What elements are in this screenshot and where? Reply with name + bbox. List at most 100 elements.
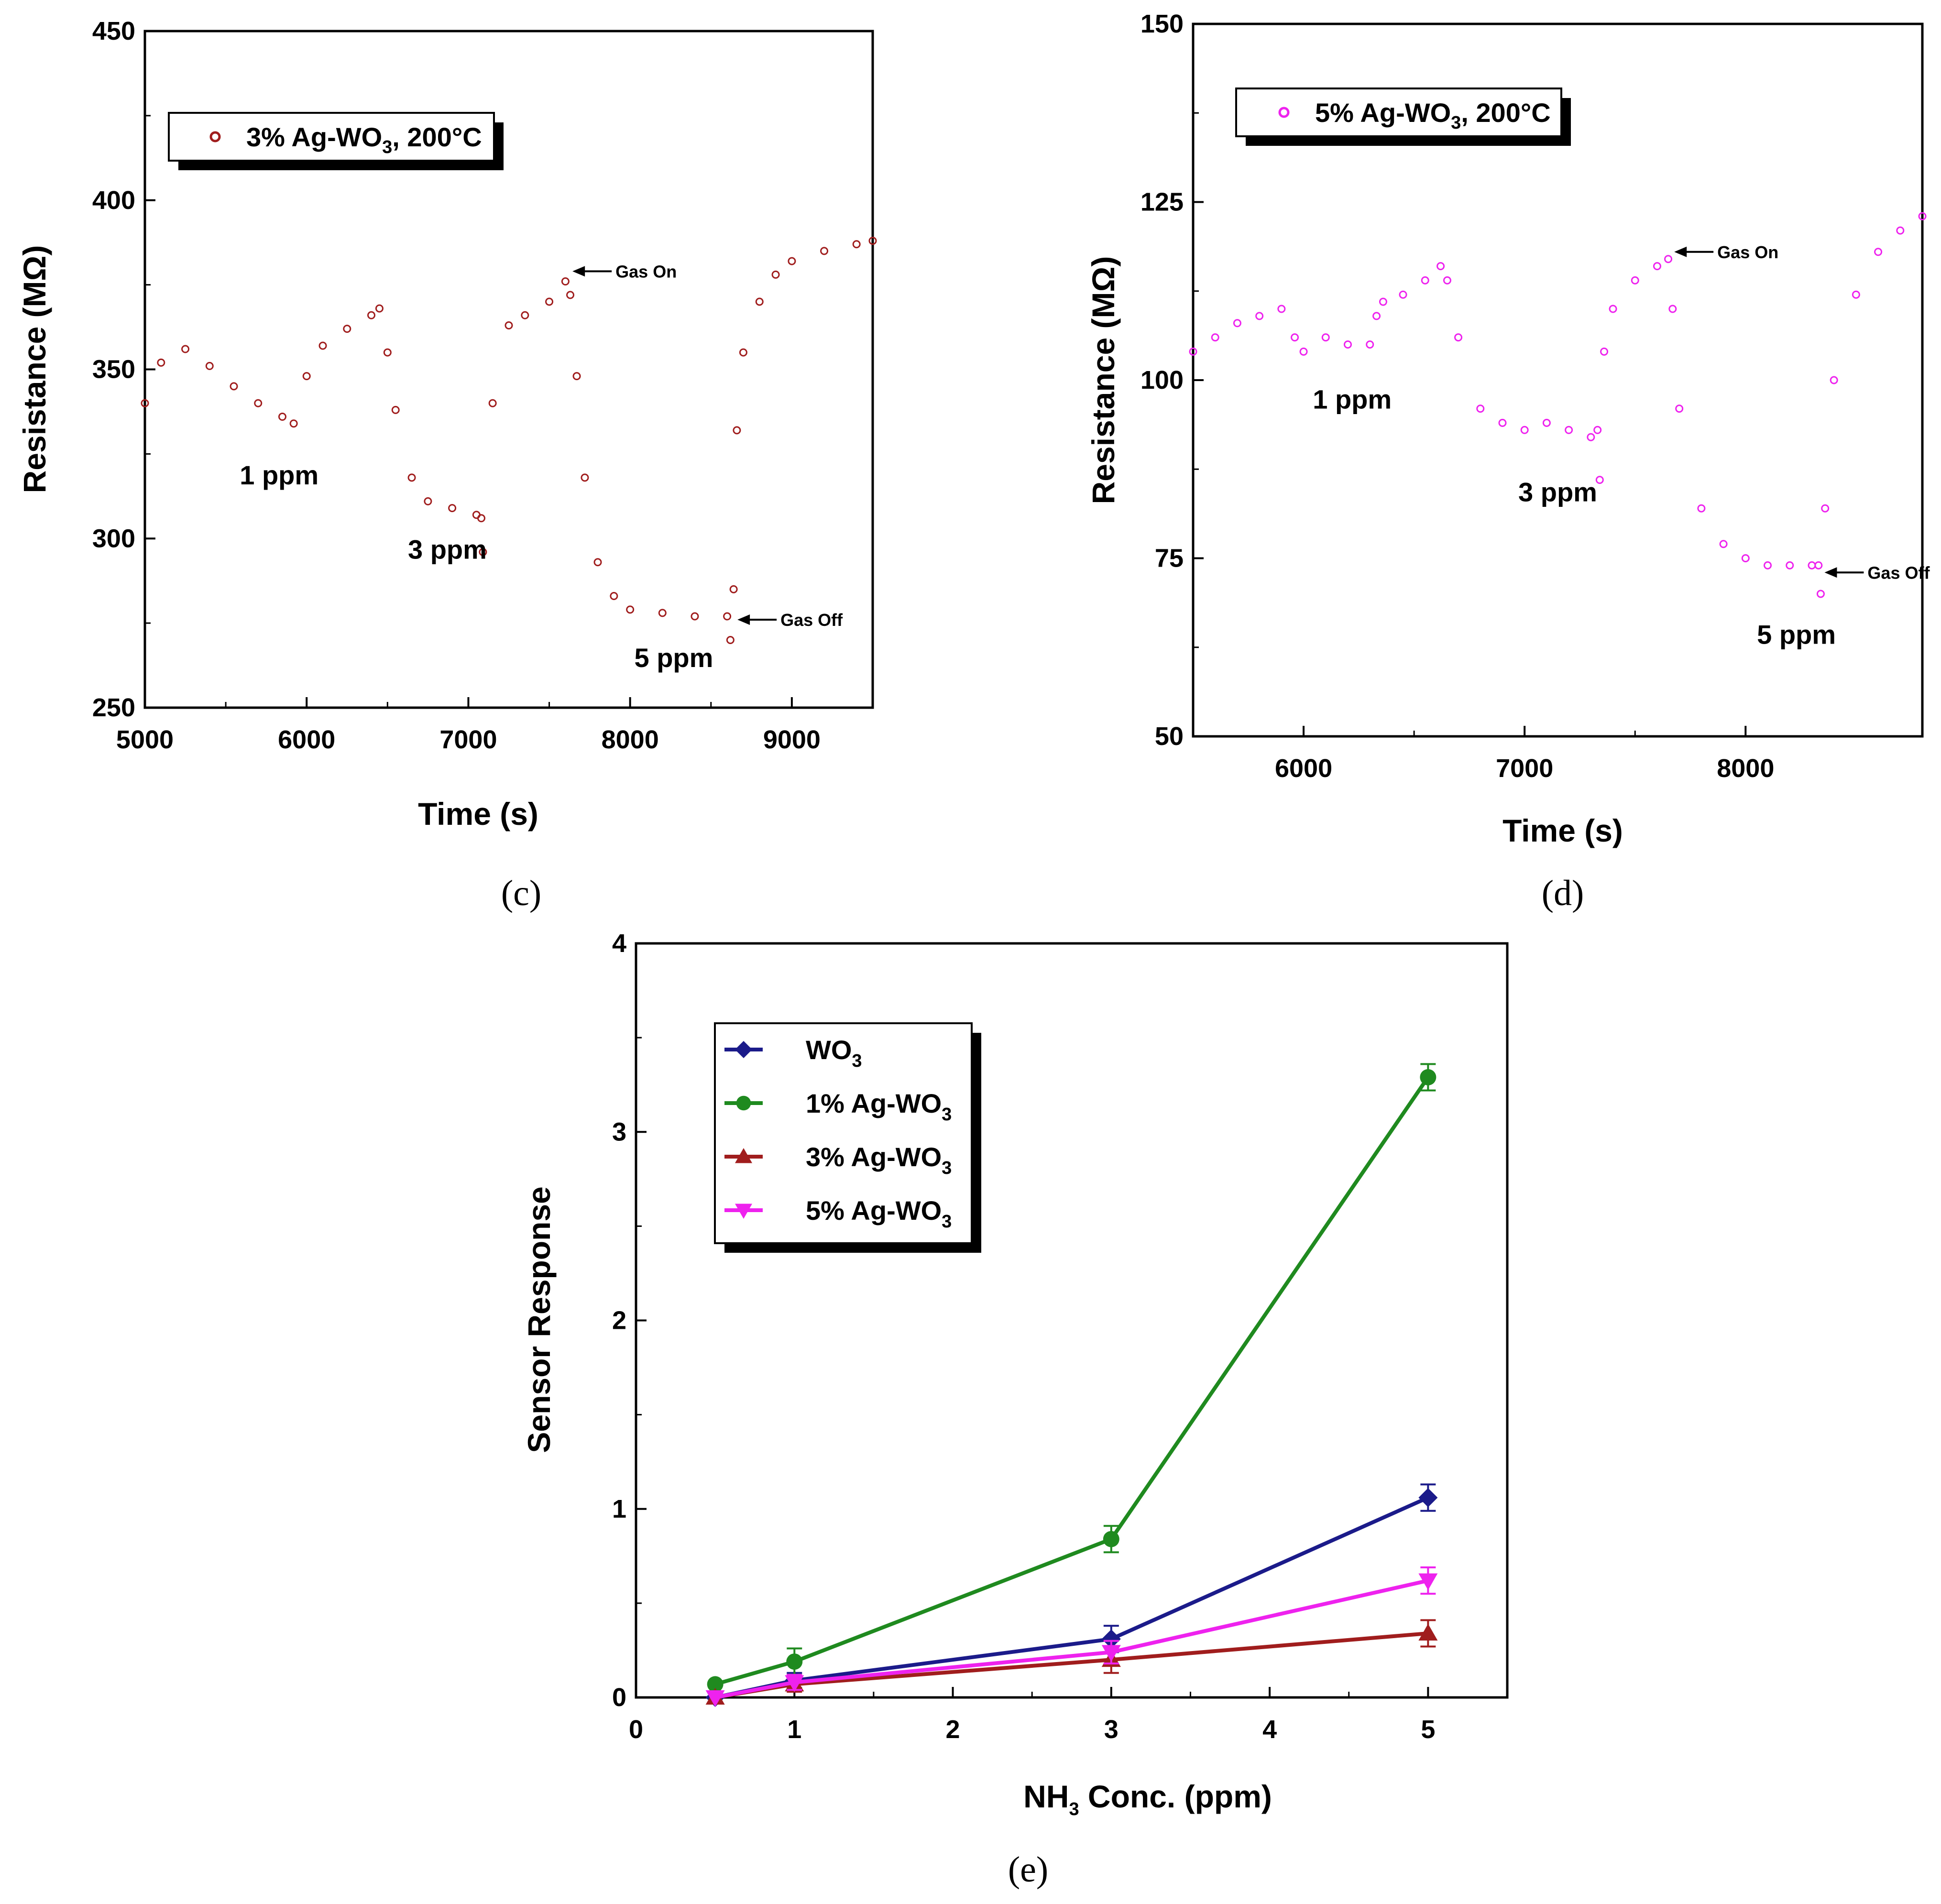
panel-e-series-1-line bbox=[714, 1076, 1430, 1686]
panel-c-legend-box bbox=[168, 112, 495, 162]
panel-d-legend-label: 5% Ag-WO3, 200°C bbox=[1315, 98, 1551, 133]
panel-c-point-41 bbox=[788, 257, 796, 265]
panel-d-point-20 bbox=[1542, 418, 1551, 427]
panel-e-x-tick-label-4: 4 bbox=[1262, 1715, 1277, 1744]
panel-e-y-tick-label-1: 1 bbox=[612, 1495, 626, 1523]
panel-e-legend-label-2-sub: 3 bbox=[942, 1158, 952, 1178]
panel-d-arrow-head-3 bbox=[1674, 246, 1687, 257]
panel-d-point-9 bbox=[1366, 340, 1374, 349]
panel-d-point-5 bbox=[1291, 333, 1299, 342]
panel-d-annotation-3: Gas On bbox=[1717, 242, 1778, 262]
panel-c-point-40 bbox=[771, 270, 780, 279]
panel-c-point-5 bbox=[254, 399, 263, 407]
panel-c-point-15 bbox=[407, 473, 416, 482]
panel-d-legend-label-suffix: , 200°C bbox=[1461, 98, 1550, 128]
panel-d-point-23 bbox=[1593, 426, 1602, 434]
panel-d-arrow-head-4 bbox=[1824, 567, 1837, 578]
panel-c-point-32 bbox=[658, 609, 667, 617]
panel-e-legend-label-3-main: 5% Ag-WO bbox=[806, 1195, 942, 1226]
panel-c: 5000 6000 7000 8000 9000 250 300 350 400 450 1 pp… bbox=[17, 17, 877, 913]
panel-c-x-tick-label-3: 8000 bbox=[602, 725, 659, 754]
panel-d-point-7 bbox=[1321, 333, 1330, 342]
panel-d-point-11 bbox=[1379, 297, 1387, 306]
panel-c-label: (c) bbox=[501, 873, 541, 913]
panel-d-point-35 bbox=[1764, 561, 1772, 569]
panel-d-point-22 bbox=[1587, 433, 1595, 441]
panel-e-legend-label-1-sub: 3 bbox=[942, 1105, 952, 1125]
panel-d-y-tick-label-3: 125 bbox=[1140, 188, 1184, 217]
panel-e-legend-label-2: 3% Ag-WO3 bbox=[806, 1142, 952, 1178]
panel-c-point-21 bbox=[488, 399, 497, 407]
panel-e-y-tick-label-4: 4 bbox=[612, 929, 626, 958]
panel-d-point-43 bbox=[1874, 248, 1883, 256]
panel-d-point-29 bbox=[1664, 255, 1673, 263]
panel-c-x-tick-label-1: 6000 bbox=[278, 725, 335, 754]
panel-d-point-39 bbox=[1816, 590, 1825, 598]
panel-d-legend-marker bbox=[1278, 107, 1290, 118]
panel-c-point-4 bbox=[230, 382, 238, 391]
panel-c-point-8 bbox=[302, 372, 311, 381]
panel-c-point-19 bbox=[477, 514, 486, 523]
panel-c-point-38 bbox=[739, 348, 747, 357]
panel-e-series-3-marker-3 bbox=[1418, 1573, 1438, 1590]
panel-d-annotation-4: Gas Off bbox=[1867, 563, 1930, 582]
panel-e-series-3-marker-2 bbox=[1101, 1645, 1121, 1662]
panel-e-series-1-marker-1 bbox=[786, 1653, 803, 1670]
panel-e-legend-label-0: WO3 bbox=[806, 1035, 862, 1071]
panel-c-point-11 bbox=[367, 311, 376, 319]
panel-d-point-33 bbox=[1719, 540, 1728, 548]
panel-e-series-1-marker-3 bbox=[1420, 1069, 1437, 1085]
panel-c-point-6 bbox=[278, 413, 286, 421]
panel-e-series-3-marker-0 bbox=[705, 1690, 725, 1707]
panel-e-legend-box bbox=[714, 1022, 973, 1244]
panel-c-point-37 bbox=[733, 426, 741, 435]
panel-c-point-31 bbox=[626, 605, 635, 614]
panel-e-y-tick-label-2: 2 bbox=[612, 1306, 626, 1335]
panel-d-point-37 bbox=[1808, 561, 1816, 569]
panel-d-point-0 bbox=[1189, 347, 1197, 356]
panel-d: 6000 7000 8000 50 75 100 125 150 1 ppm 3 ppm 5 pp… bbox=[1086, 10, 1930, 913]
panel-c-point-22 bbox=[504, 321, 513, 330]
panel-e-x-tick-label-1: 1 bbox=[787, 1715, 801, 1744]
panel-e-series-0 bbox=[705, 1483, 1438, 1707]
panel-d-point-6 bbox=[1299, 347, 1308, 356]
panel-c-legend-label-main: 3% Ag-WO bbox=[246, 122, 382, 152]
panel-c-y-tick-label-3: 400 bbox=[92, 186, 135, 215]
panel-c-point-9 bbox=[318, 341, 327, 350]
panel-c-point-20 bbox=[479, 548, 487, 557]
panel-d-point-3 bbox=[1255, 312, 1264, 320]
panel-e-legend-marker-0 bbox=[735, 1041, 752, 1058]
panel-d-point-36 bbox=[1786, 561, 1794, 569]
panel-c-x-axis-title: Time (s) bbox=[418, 796, 538, 832]
panel-c-annotation-0: 1 ppm bbox=[240, 460, 318, 490]
panel-d-label: (d) bbox=[1542, 873, 1584, 913]
panel-e-x-axis-title-suffix: Conc. (ppm) bbox=[1079, 1779, 1272, 1814]
panel-e-series bbox=[705, 1063, 1438, 1707]
panel-c-point-28 bbox=[581, 473, 589, 482]
panel-c-point-33 bbox=[691, 612, 699, 621]
panel-e-ticks: 0 1 2 3 4 5 0 1 2 3 4 bbox=[612, 929, 1435, 1744]
panel-d-legend-label-main: 5% Ag-WO bbox=[1315, 98, 1451, 128]
panel-e-y-axis-title: Sensor Response bbox=[521, 1186, 557, 1453]
panel-e-series-1 bbox=[707, 1063, 1437, 1693]
panel-d-x-tick-label-2: 8000 bbox=[1717, 754, 1774, 783]
panel-c-arrow-head-3 bbox=[572, 266, 585, 277]
panel-d-point-28 bbox=[1653, 262, 1661, 271]
panel-e-series-3 bbox=[705, 1566, 1438, 1707]
panel-c-point-27 bbox=[572, 372, 581, 381]
panel-e-x-tick-label-2: 2 bbox=[946, 1715, 960, 1744]
panel-d-y-axis-title: Resistance (MΩ) bbox=[1086, 256, 1121, 504]
panel-c-y-tick-label-2: 350 bbox=[92, 355, 135, 384]
panel-c-ticks: 5000 6000 7000 8000 9000 250 300 350 400 450 bbox=[92, 17, 821, 754]
panel-d-point-14 bbox=[1437, 262, 1445, 271]
panel-e-x-axis-title: NH3 Conc. (ppm) bbox=[1023, 1779, 1272, 1819]
panel-c-point-35 bbox=[726, 636, 735, 644]
panel-c-legend: 3% Ag-WO3, 200°C bbox=[168, 112, 504, 170]
panel-d-x-tick-label-0: 6000 bbox=[1275, 754, 1332, 783]
panel-c-y-axis-title: Resistance (MΩ) bbox=[17, 245, 52, 493]
panel-d-point-31 bbox=[1675, 405, 1684, 413]
panel-c-x-tick-label-4: 9000 bbox=[763, 725, 821, 754]
panel-c-point-12 bbox=[375, 304, 384, 313]
